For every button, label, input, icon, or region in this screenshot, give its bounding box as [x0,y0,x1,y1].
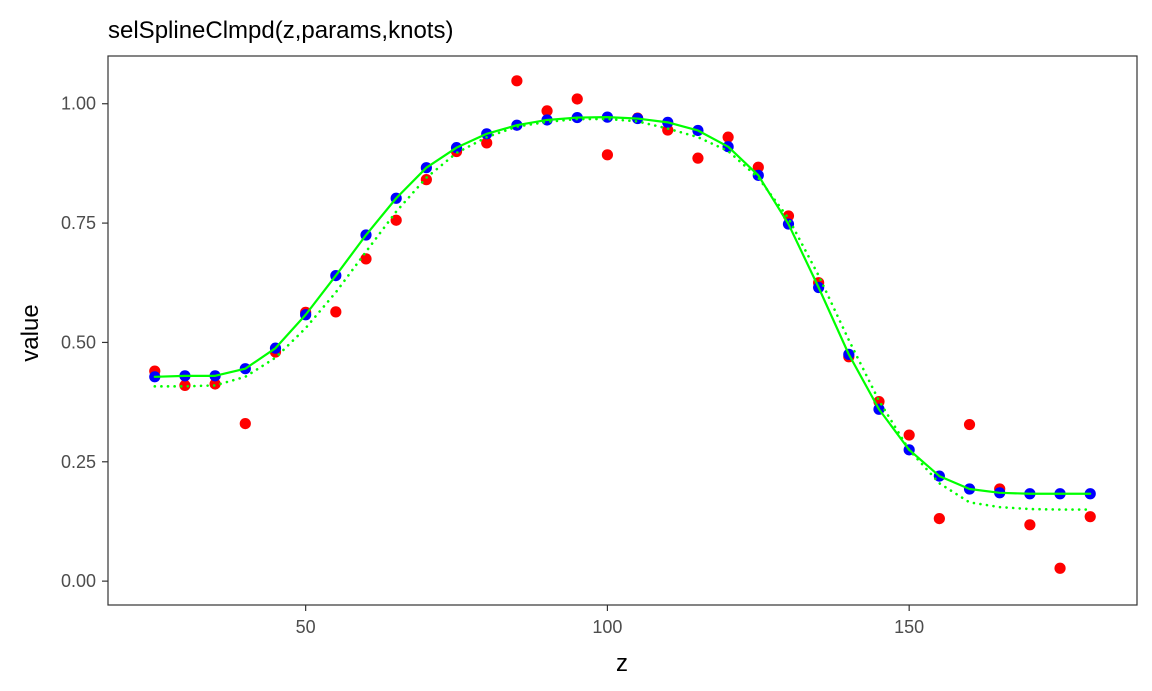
y-tick-label: 0.50 [61,332,96,352]
red-data-point [360,253,372,265]
red-data-point [390,214,402,226]
red-data-point [1024,519,1036,531]
y-tick-label: 0.25 [61,452,96,472]
dotted-fit-line [153,117,1092,511]
x-axis-title: z [616,650,628,677]
red-data-point [903,429,915,441]
y-tick-label: 1.00 [61,94,96,114]
red-data-point [1084,511,1096,523]
red-data-point [481,137,493,149]
red-data-point [330,306,342,318]
x-tick-label: 150 [894,617,924,637]
x-tick-label: 100 [592,617,622,637]
red-data-point [420,174,432,186]
red-data-point [209,378,221,390]
red-data-point [963,418,976,431]
red-data-point [571,93,583,105]
red-data-point [239,417,251,430]
red-data-point [692,152,704,164]
red-data-point [933,512,945,525]
chart-title: selSplineClmpd(z,params,knots) [108,17,453,44]
red-data-point [722,131,734,143]
x-tick-label: 50 [296,617,316,637]
red-data-point [541,105,553,117]
red-data-point [511,75,523,87]
y-axis-title: value [17,304,44,361]
plot-area: 50 100 150 0.00 0.25 0.50 0.75 1.00 [61,55,1138,637]
panel-border [107,55,1138,606]
red-data-point [601,149,614,161]
fit-line [153,116,1092,495]
red-data-point [1054,562,1066,574]
red-data-point [752,161,764,173]
y-tick-label: 0.00 [61,571,96,591]
red-data-point [179,379,191,391]
y-tick-label: 0.75 [61,213,96,233]
